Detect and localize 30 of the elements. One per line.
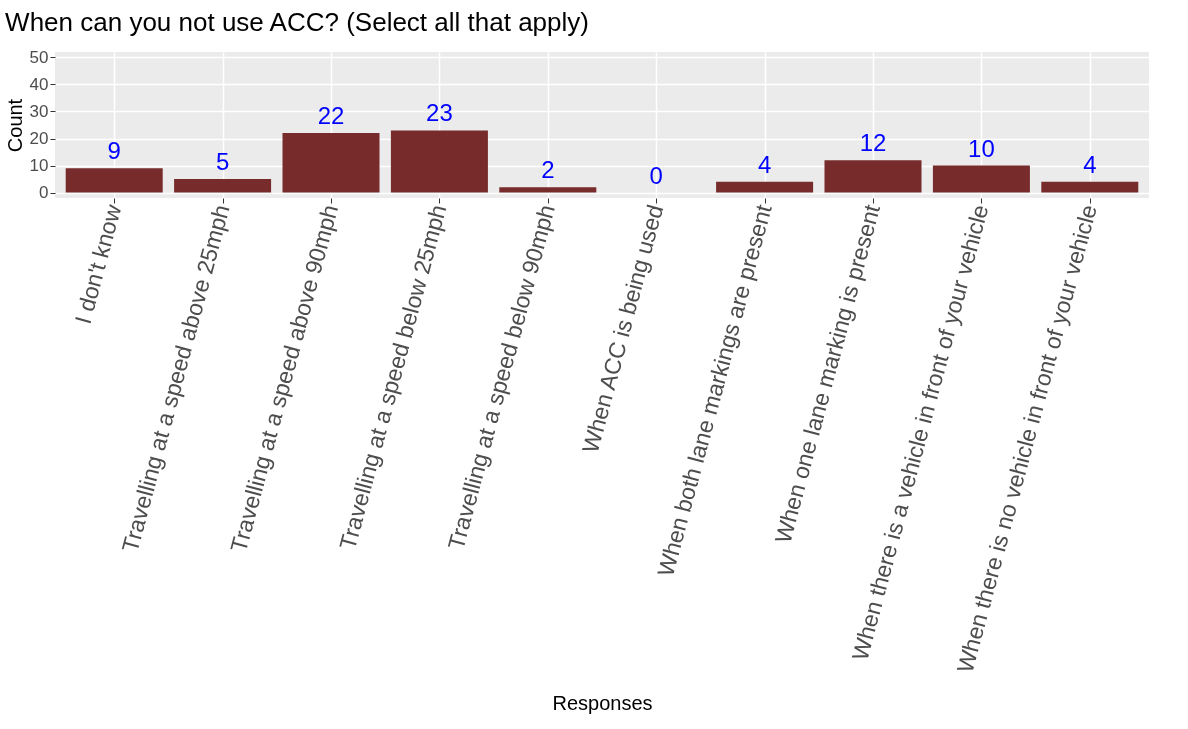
bar — [282, 133, 380, 193]
y-tick-label: 20 — [29, 129, 49, 149]
bar — [174, 179, 272, 193]
data-label: 10 — [968, 134, 995, 162]
data-label: 9 — [107, 137, 121, 165]
bar — [716, 181, 814, 193]
y-tick-label: 40 — [29, 74, 49, 94]
data-label: 4 — [1083, 150, 1097, 178]
y-tick-label: 0 — [39, 183, 49, 203]
data-label: 12 — [859, 129, 887, 157]
bar — [499, 187, 597, 193]
data-label: 22 — [317, 102, 345, 130]
bar — [932, 165, 1030, 193]
data-label: 2 — [541, 156, 555, 184]
chart-title: When can you not use ACC? (Select all that apply) — [5, 7, 589, 38]
data-label: 5 — [215, 148, 230, 176]
y-axis-title: Count — [3, 98, 26, 153]
data-label: 0 — [649, 161, 663, 189]
y-tick-label: 10 — [29, 156, 49, 176]
x-axis-title: Responses — [552, 691, 653, 714]
x-tick-label: I don't know — [69, 201, 127, 327]
y-tick-label: 30 — [29, 101, 49, 121]
bar — [65, 168, 163, 193]
y-tick-label: 50 — [29, 47, 49, 67]
data-label: 23 — [426, 99, 453, 127]
data-label: 4 — [757, 150, 772, 178]
bar — [824, 160, 922, 193]
x-tick-label: When ACC is being used — [577, 201, 669, 456]
bar — [1041, 181, 1139, 193]
bar — [390, 130, 488, 193]
